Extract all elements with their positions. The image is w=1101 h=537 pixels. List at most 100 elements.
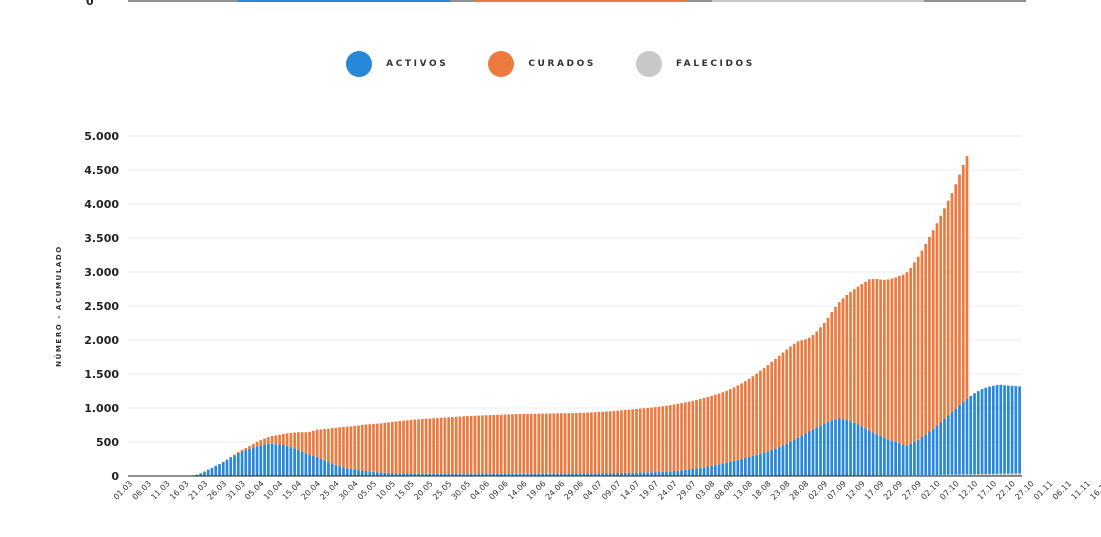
- bar-curados: [965, 156, 969, 399]
- bar-curados: [537, 413, 541, 474]
- legend-item-curados[interactable]: CURADOS: [488, 51, 596, 77]
- bar-curados: [552, 413, 556, 474]
- bar-curados: [747, 378, 751, 457]
- y-tick-label: 500: [96, 436, 119, 449]
- bar-curados: [950, 193, 954, 413]
- x-axis-ticks: 01.0306.0311.0316.0321.0326.0331.0305.04…: [112, 479, 1101, 502]
- bar-activos: [740, 458, 743, 476]
- bar-falecidos: [961, 474, 965, 476]
- bar-activos: [804, 433, 807, 476]
- bar-curados: [916, 256, 920, 440]
- bar-curados: [405, 420, 409, 474]
- bar-curados: [244, 448, 248, 451]
- bar-activos: [680, 470, 683, 476]
- bar-curados: [511, 414, 514, 474]
- bar-activos: [439, 473, 443, 476]
- bar-curados: [304, 432, 308, 454]
- bar-curados: [804, 339, 807, 434]
- bar-activos: [383, 472, 387, 476]
- bar-curados: [713, 394, 717, 466]
- bar-curados: [289, 432, 293, 448]
- bar-activos: [537, 473, 541, 476]
- bar-activos: [342, 467, 345, 476]
- x-tick-label: 20.05: [412, 479, 435, 502]
- bar-curados: [259, 440, 263, 446]
- bar-curados: [368, 424, 372, 472]
- bar-curados: [653, 407, 657, 473]
- x-tick-label: 18.08: [750, 479, 773, 502]
- bar-curados: [477, 415, 481, 475]
- bar-curados: [616, 410, 620, 473]
- bar-activos: [218, 464, 221, 476]
- bar-activos: [616, 472, 620, 476]
- bar-curados: [556, 413, 559, 474]
- x-tick-label: 23.08: [769, 479, 792, 502]
- bar-activos: [747, 456, 751, 476]
- bar-activos: [852, 422, 856, 476]
- bar-activos: [702, 467, 706, 476]
- bar-curados: [420, 419, 424, 474]
- y-tick-label: 3.000: [84, 266, 119, 279]
- x-tick-label: 11.11: [1070, 479, 1093, 502]
- bar-curados: [402, 420, 405, 474]
- bar-activos: [822, 423, 826, 476]
- bar-activos: [357, 470, 360, 476]
- bar-activos: [387, 472, 390, 476]
- bar-curados: [620, 410, 623, 473]
- bar-activos: [244, 450, 248, 476]
- bar-activos: [578, 473, 582, 476]
- bar-curados: [372, 423, 375, 472]
- legend-item-falecidos[interactable]: FALECIDOS: [635, 51, 755, 77]
- bar-curados: [837, 302, 841, 419]
- bar-activos: [593, 473, 597, 476]
- bar-activos: [890, 440, 894, 476]
- bar-activos: [943, 419, 946, 475]
- bar-activos: [909, 443, 913, 476]
- bar-curados: [398, 421, 402, 474]
- legend-item-activos[interactable]: ACTIVOS: [346, 51, 448, 77]
- strip-tick-zero: 0: [86, 0, 94, 6]
- bar-activos: [717, 464, 721, 476]
- bar-activos: [405, 473, 409, 476]
- bar-activos: [1003, 385, 1006, 474]
- bar-activos: [605, 473, 608, 476]
- bar-activos: [789, 441, 792, 476]
- bar-activos: [935, 425, 939, 475]
- y-tick-label: 4.500: [84, 164, 119, 177]
- bar-activos: [920, 436, 924, 476]
- bar-activos: [620, 472, 623, 476]
- bar-curados: [623, 409, 627, 473]
- bar-curados: [631, 409, 635, 473]
- bar-activos: [349, 468, 353, 476]
- bar-curados: [736, 385, 740, 460]
- bar-falecidos: [991, 473, 995, 476]
- bar-curados: [469, 415, 473, 475]
- bar-activos: [969, 396, 973, 475]
- bar-activos: [567, 473, 571, 476]
- bar-activos: [672, 471, 676, 476]
- bar-activos: [657, 471, 661, 476]
- bar-curados: [492, 414, 496, 474]
- bar-curados: [901, 274, 905, 445]
- bar-activos: [533, 473, 537, 476]
- x-tick-label: 22.10: [994, 479, 1017, 502]
- bar-activos: [529, 473, 533, 476]
- bar-curados: [886, 279, 890, 440]
- bar-activos: [454, 474, 458, 476]
- bar-curados: [860, 284, 864, 427]
- bar-activos: [732, 460, 736, 476]
- bar-curados: [822, 322, 826, 424]
- bar-curados: [282, 433, 285, 445]
- bar-activos: [511, 473, 514, 476]
- bar-activos: [424, 473, 428, 476]
- x-tick-label: 15.04: [281, 479, 304, 502]
- bar-activos: [315, 456, 319, 476]
- bar-curados: [913, 262, 916, 442]
- bar-activos: [263, 444, 266, 476]
- bar-activos: [901, 444, 905, 476]
- bar-activos: [556, 473, 559, 476]
- bar-activos: [886, 439, 890, 476]
- bar-activos: [274, 444, 278, 476]
- bar-curados: [879, 279, 882, 436]
- bar-activos: [774, 448, 777, 476]
